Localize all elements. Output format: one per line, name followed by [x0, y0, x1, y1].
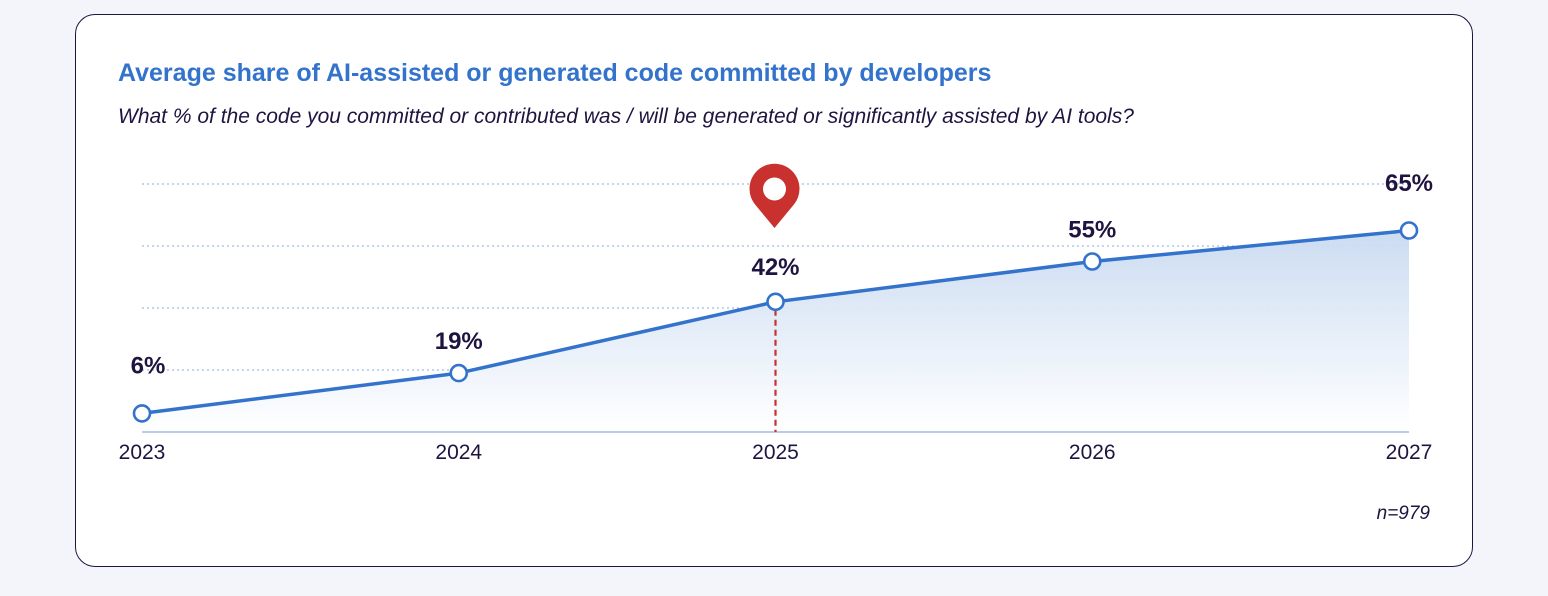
data-point — [132, 404, 152, 423]
chart-card: Average share of AI-assisted or generate… — [75, 14, 1473, 567]
x-tick-label: 2027 — [1386, 441, 1433, 464]
chart-subtitle: What % of the code you committed or cont… — [118, 105, 1134, 128]
location-pin-icon — [749, 163, 800, 228]
data-label: 42% — [751, 254, 799, 281]
x-tick-label: 2023 — [119, 441, 166, 464]
data-point — [1399, 221, 1419, 240]
x-tick-label: 2025 — [752, 441, 799, 464]
data-label: 19% — [435, 328, 483, 355]
data-label: 6% — [131, 352, 166, 379]
data-label: 65% — [1385, 170, 1433, 197]
chart-title: Average share of AI-assisted or generate… — [118, 59, 992, 87]
sample-size-note: n=979 — [1376, 503, 1430, 524]
data-point — [449, 363, 469, 383]
data-label: 55% — [1068, 217, 1116, 244]
line-area-chart: 6% 19% 42% 55% 65% 2023 2024 2025 2026 2027 — [119, 163, 1433, 464]
data-point — [766, 292, 785, 312]
x-tick-label: 2024 — [435, 441, 482, 464]
x-tick-label: 2026 — [1069, 441, 1116, 464]
data-point — [1082, 252, 1102, 271]
